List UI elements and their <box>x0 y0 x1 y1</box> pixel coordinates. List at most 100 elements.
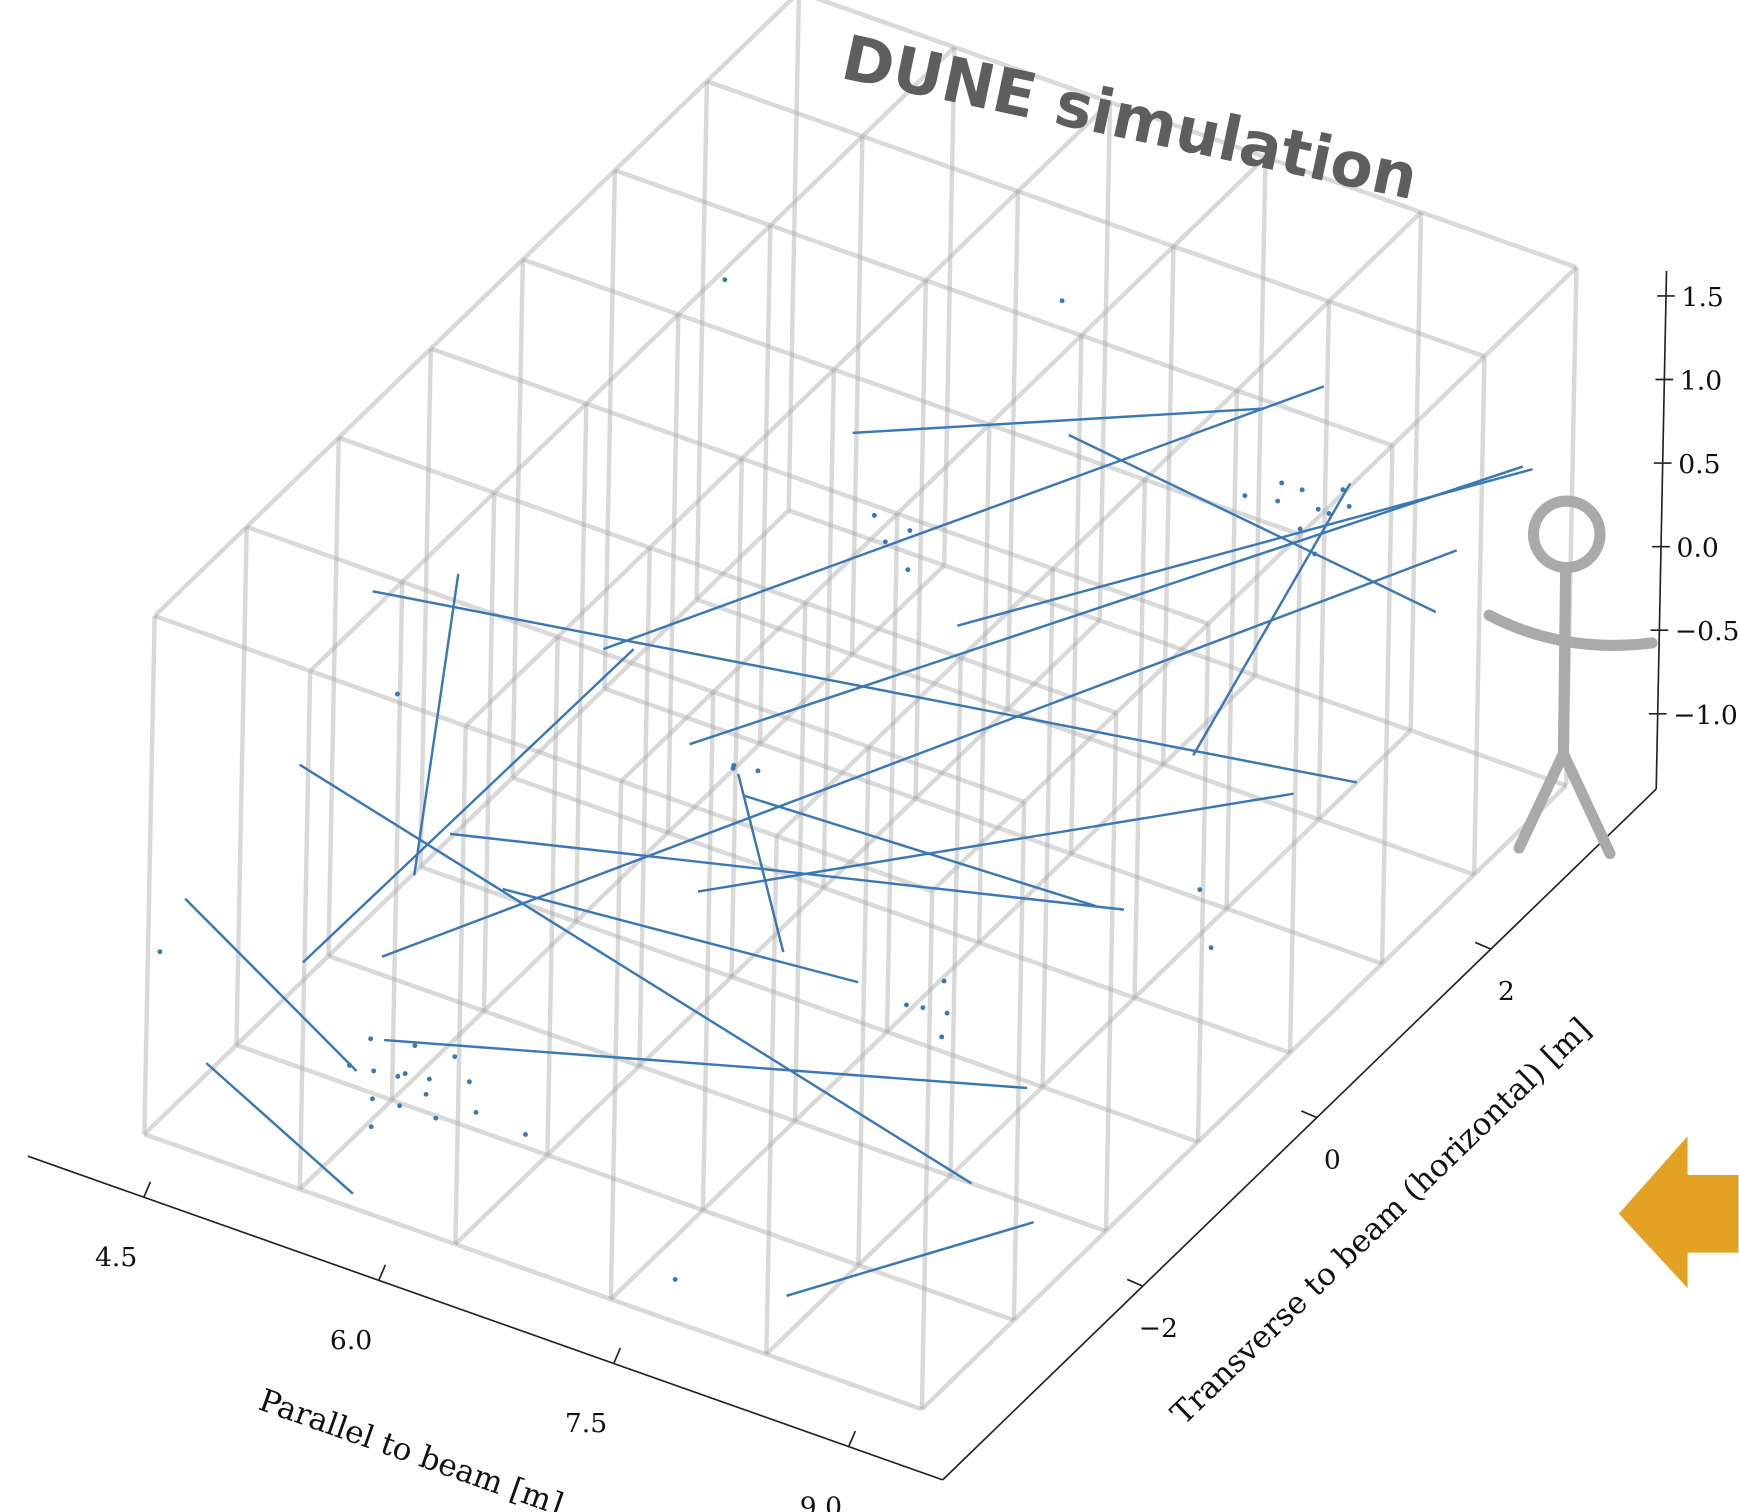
track <box>298 763 972 1185</box>
track <box>1068 433 1437 614</box>
module-edge <box>614 168 1394 448</box>
hit-point <box>730 765 736 771</box>
y-tick-label: −2 <box>1139 1313 1178 1344</box>
hit-point <box>157 949 163 955</box>
x-tick <box>612 1347 622 1364</box>
module-edge <box>481 492 497 1012</box>
module-edge <box>453 725 468 1245</box>
hit-point <box>368 1124 374 1130</box>
module-edge <box>1005 191 1021 710</box>
module-edge <box>602 170 618 689</box>
figure-legs <box>1513 748 1616 860</box>
hit-point <box>395 1073 401 1079</box>
track <box>449 832 1125 911</box>
hit-point <box>368 1036 374 1042</box>
hit-point <box>523 1131 528 1137</box>
z-tick-label: −1.0 <box>1673 700 1738 731</box>
track <box>689 465 1524 746</box>
module-edge <box>941 47 957 566</box>
module-edge <box>665 314 681 833</box>
hit-point <box>433 1115 439 1121</box>
module-edge <box>1195 623 1211 1142</box>
module-edge <box>297 670 313 1190</box>
hit-point <box>1279 480 1285 486</box>
module-edge <box>609 673 1257 1301</box>
module-edge <box>511 775 1291 1055</box>
track <box>205 1062 354 1195</box>
module-edge <box>919 891 935 1410</box>
x-tick-label: 6.0 <box>330 1325 372 1356</box>
hit-point <box>1059 298 1065 304</box>
module-edge <box>1160 246 1176 765</box>
z-axis-line <box>1655 270 1668 790</box>
module-edge <box>1040 568 1056 1087</box>
hit-point <box>370 1096 375 1102</box>
hit-point <box>402 1071 408 1077</box>
hit-point <box>941 978 947 984</box>
module-edge <box>545 636 560 1156</box>
track <box>786 1221 1035 1297</box>
module-edge <box>418 348 434 867</box>
y-tick-label: 0 <box>1324 1145 1341 1176</box>
hit-point <box>1297 526 1303 532</box>
hit-point <box>347 1062 352 1068</box>
module-edge <box>930 265 1579 893</box>
track <box>602 385 1325 651</box>
module-edge <box>849 136 865 655</box>
hit-point <box>882 539 888 545</box>
x-axis-line <box>27 1155 943 1481</box>
module-edge <box>234 526 249 1046</box>
module-edge <box>245 524 1025 805</box>
hit-point <box>755 768 761 774</box>
track <box>957 468 1533 627</box>
module-edge <box>1011 801 1027 1321</box>
module-edge <box>389 581 405 1101</box>
module-edge <box>1252 157 1268 676</box>
module-edge <box>700 691 716 1211</box>
module-edge <box>464 100 1112 728</box>
module-edge <box>948 657 963 1177</box>
module-edge <box>603 686 1383 966</box>
module-edge <box>1097 102 1113 621</box>
hit-point <box>423 1091 429 1097</box>
module-edge <box>764 836 779 1355</box>
hit-point <box>1315 506 1321 512</box>
hit-point <box>452 1054 458 1060</box>
module-edge <box>787 508 1567 788</box>
module-edge <box>729 458 745 977</box>
z-tick-label: 1.5 <box>1682 282 1724 313</box>
detector-grid <box>142 0 1579 1412</box>
hit-point <box>672 1276 678 1282</box>
hit-point <box>1326 511 1332 516</box>
hit-point <box>1340 487 1346 493</box>
hit-point <box>1275 498 1281 504</box>
module-edge <box>153 613 933 894</box>
z-tick-label: −0.5 <box>1675 616 1739 647</box>
hit-point <box>722 277 728 283</box>
module-edge <box>792 602 808 1122</box>
y-tick <box>1475 941 1492 950</box>
module-edge <box>764 728 1413 1356</box>
module-edge <box>608 780 624 1300</box>
y-tick-label: 2 <box>1498 976 1515 1007</box>
module-edge <box>142 615 157 1135</box>
module-edge <box>522 257 1302 537</box>
module-edge <box>913 280 929 799</box>
hit-point <box>1208 945 1214 951</box>
hit-point <box>871 512 877 518</box>
module-edge <box>338 435 1118 715</box>
module-edge <box>1471 356 1487 875</box>
figure-body <box>1557 562 1572 760</box>
track <box>737 773 785 953</box>
track <box>697 792 1294 893</box>
module-edge <box>856 746 871 1266</box>
x-tick-label: 7.5 <box>565 1408 607 1439</box>
hit-point <box>905 567 911 573</box>
module-edge <box>694 81 710 600</box>
module-edge <box>637 547 652 1067</box>
module-edge <box>298 563 946 1191</box>
module-edge <box>430 346 1210 626</box>
hit-point <box>1346 504 1352 509</box>
